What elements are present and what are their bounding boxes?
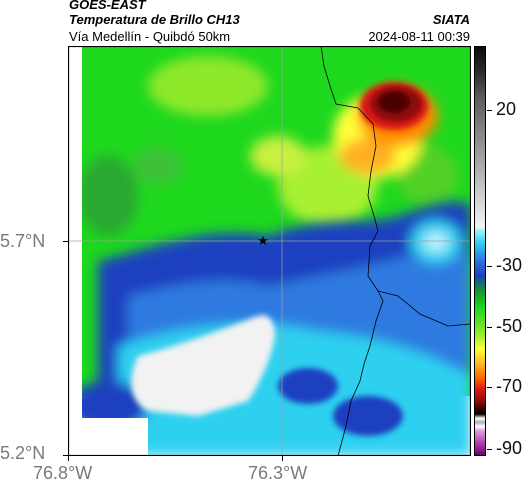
temperature-colorbar <box>474 46 486 456</box>
lat-tick <box>63 455 68 456</box>
lon-label-76-3: 76.3°W <box>248 463 308 483</box>
organization-label: SIATA <box>432 12 470 27</box>
colorbar-label-minus90: -90 <box>496 438 523 458</box>
colorbar-label-minus70: -70 <box>496 376 523 396</box>
lat-tick <box>63 241 68 242</box>
satellite-name: GOES-EAST <box>69 0 146 12</box>
map-cold-cloud-core <box>131 315 275 416</box>
colorbar-tick <box>487 110 492 111</box>
lon-label-76-8: 76.8°W <box>33 463 93 483</box>
colorbar-label-minus50: -50 <box>496 316 523 336</box>
colorbar-tick <box>487 449 492 450</box>
lon-tick <box>282 456 283 461</box>
lat-label-5-2: 5.2°N <box>0 443 46 463</box>
lon-tick <box>68 456 69 461</box>
colorbar-tick <box>487 327 492 328</box>
colorbar-tick <box>487 387 492 388</box>
colorbar-tick <box>487 266 492 267</box>
map-canvas: ★ <box>68 46 471 456</box>
colorbar-label-20: 20 <box>496 99 517 119</box>
department-border <box>320 46 384 456</box>
route-subtitle: Vía Medellín - Quibdó 50km <box>69 29 231 44</box>
datetime-label: 2024-08-11 00:39 <box>368 29 470 44</box>
lat-label-5-7: 5.7°N <box>0 231 46 251</box>
product-title: Temperatura de Brillo CH13 <box>69 12 240 27</box>
colorbar-label-minus30: -30 <box>496 255 523 275</box>
location-star-marker: ★ <box>257 234 269 249</box>
satellite-map: ★ <box>68 46 471 456</box>
